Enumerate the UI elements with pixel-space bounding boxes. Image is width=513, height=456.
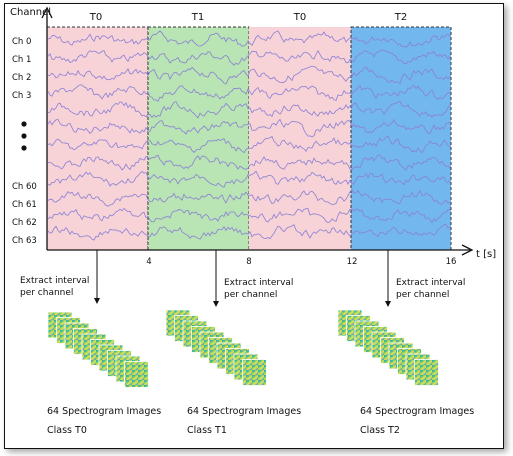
eeg-trace [48,30,451,48]
group-class-t2: Class T2 [360,425,400,436]
eeg-trace [47,84,451,103]
segment-label-t0-b: T0 [293,12,306,23]
ellipsis-dot [21,145,27,151]
y-axis-title: Channel [10,7,51,18]
ellipsis-dot [21,133,27,139]
eeg-trace [47,135,451,154]
spectrogram-image [414,359,439,386]
eeg-trace [47,188,451,207]
extract-note-t1: Extract interval [224,278,293,288]
eeg-trace [47,100,451,119]
eeg-trace [47,49,451,66]
extract-note-t0-line2: per channel [20,288,73,298]
extract-note-t1-line2: per channel [224,290,277,300]
eeg-traces [47,30,451,241]
group-caption-t1: 64 Spectrogram Images [187,406,301,417]
channel-label: Ch 3 [12,91,31,101]
spectrogram-stack-2 [337,309,439,386]
segment-t1-1 [147,26,250,251]
x-axis-arrow [461,244,474,256]
segment-label-t2: T2 [394,12,407,23]
eeg-trace [47,118,451,138]
eeg-trace [47,170,451,188]
extract-note-t2: Extract interval [396,278,465,288]
channel-label: Ch 62 [12,218,37,228]
segment-label-t1: T1 [191,12,204,23]
channel-label: Ch 0 [12,37,31,47]
eeg-trace [47,66,451,85]
segment-t0-0 [46,26,149,251]
extract-note-t2-line2: per channel [396,290,449,300]
segments-layer [46,26,452,251]
spectrogram-image [242,359,267,386]
spectrogram-stack-1 [165,309,267,386]
tick-label-12: 12 [347,257,358,267]
channel-label: Ch 63 [12,236,37,246]
group-class-t1: Class T1 [187,425,227,436]
channel-label: Ch 61 [12,200,37,210]
eeg-trace [47,223,451,241]
spectrogram-stack-0 [47,311,149,388]
segment-t0-2 [249,27,351,250]
tick-label-8: 8 [246,257,251,267]
eeg-trace [47,207,451,224]
group-class-t0: Class T0 [47,425,87,436]
tick-label-16: 16 [446,257,457,267]
spectrogram-stacks [47,309,439,388]
eeg-trace [47,154,451,171]
ellipsis-dot [21,121,27,127]
extract-note-t0: Extract interval [20,276,89,286]
group-caption-t0: 64 Spectrogram Images [47,406,161,417]
x-axis-title: t [s] [476,249,496,260]
channel-label: Ch 60 [12,182,37,192]
tick-label-4: 4 [146,257,151,267]
channel-label: Ch 1 [12,55,31,65]
spectrogram-image [124,361,149,388]
y-axis-arrow [41,6,53,19]
channel-label: Ch 2 [12,73,31,83]
segment-label-t0-a: T0 [89,12,102,23]
segment-t2-3 [350,26,452,251]
group-caption-t2: 64 Spectrogram Images [360,406,474,417]
